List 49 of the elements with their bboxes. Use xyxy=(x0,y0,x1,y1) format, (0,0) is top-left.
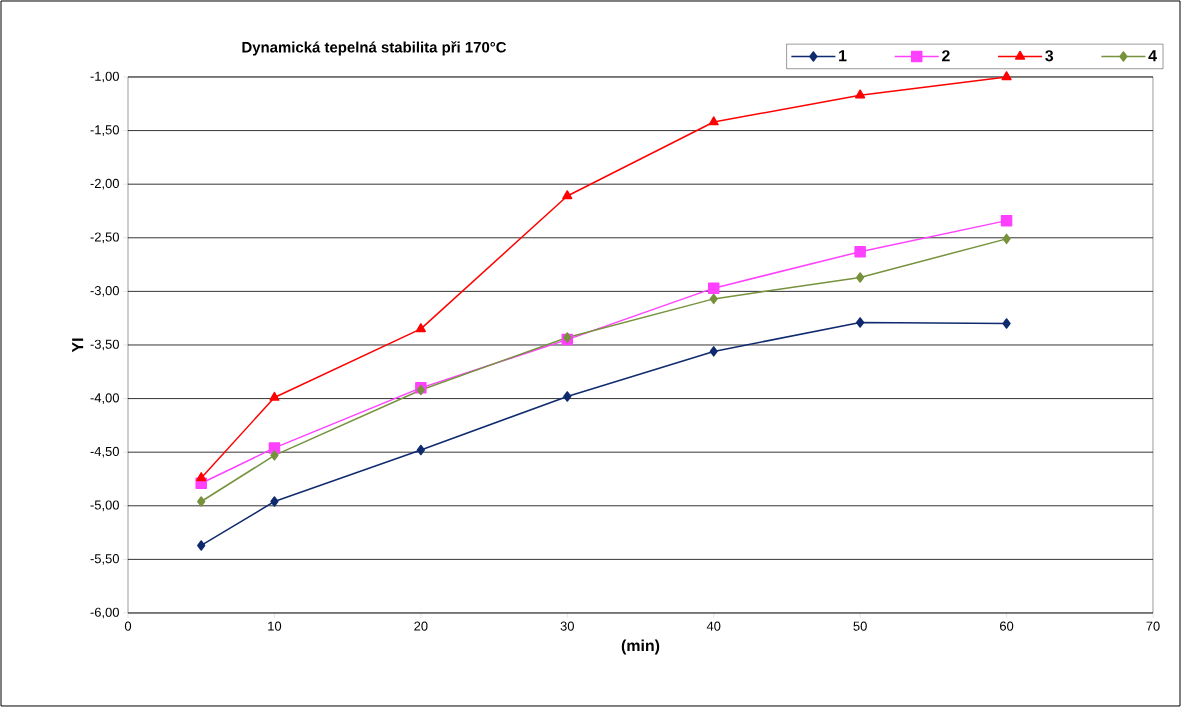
legend-label: 3 xyxy=(1045,50,1054,62)
point xyxy=(269,391,280,401)
point xyxy=(415,323,426,333)
chart-title: Dynamická tepelná stabilita při 170°C xyxy=(242,41,507,56)
point xyxy=(856,272,865,283)
point xyxy=(268,442,281,454)
point xyxy=(709,293,718,305)
point xyxy=(708,116,719,126)
point xyxy=(856,317,865,328)
point xyxy=(855,89,866,99)
x-tick-label: 30 xyxy=(560,621,574,631)
point xyxy=(1002,233,1011,245)
x-tick-label: 70 xyxy=(1146,621,1160,631)
x-tick-label: 20 xyxy=(414,621,428,631)
y-tick-label: -3,00 xyxy=(90,286,119,297)
y-tick-label: -1,50 xyxy=(90,125,119,136)
y-tick-label: -5,00 xyxy=(90,500,119,512)
point xyxy=(197,496,206,507)
legend-label: 2 xyxy=(942,50,950,62)
point xyxy=(854,245,866,258)
y-tick-label: -2,50 xyxy=(90,232,119,244)
point xyxy=(709,346,718,357)
point xyxy=(563,391,572,402)
point xyxy=(707,282,720,294)
y-tick-label: -2,00 xyxy=(90,178,119,190)
point xyxy=(1000,214,1013,227)
y-tick-label: -6,00 xyxy=(90,607,119,619)
point xyxy=(1002,318,1011,329)
point xyxy=(197,540,206,551)
y-tick-label: -5,50 xyxy=(90,554,119,565)
x-tick-label: 0 xyxy=(124,621,132,631)
y-tick-label: -4,00 xyxy=(90,393,119,404)
point xyxy=(270,450,279,461)
x-tick-label: 10 xyxy=(268,621,282,631)
legend-label: 1 xyxy=(839,50,847,62)
x-tick-label: 40 xyxy=(706,621,721,631)
x-tick-label: 60 xyxy=(1000,621,1014,631)
y-tick-label: -1,00 xyxy=(90,71,119,83)
point xyxy=(1001,71,1012,81)
point xyxy=(196,472,207,482)
point xyxy=(270,496,279,507)
x-tick-label: 50 xyxy=(853,621,867,631)
y-axis-title: YI xyxy=(72,338,84,353)
y-tick-label: -4,50 xyxy=(90,446,119,458)
point xyxy=(562,190,573,200)
y-tick-label: -3,50 xyxy=(90,339,119,351)
point xyxy=(416,444,425,456)
legend-label: 4 xyxy=(1148,50,1157,62)
x-axis-title: (min) xyxy=(621,639,660,655)
